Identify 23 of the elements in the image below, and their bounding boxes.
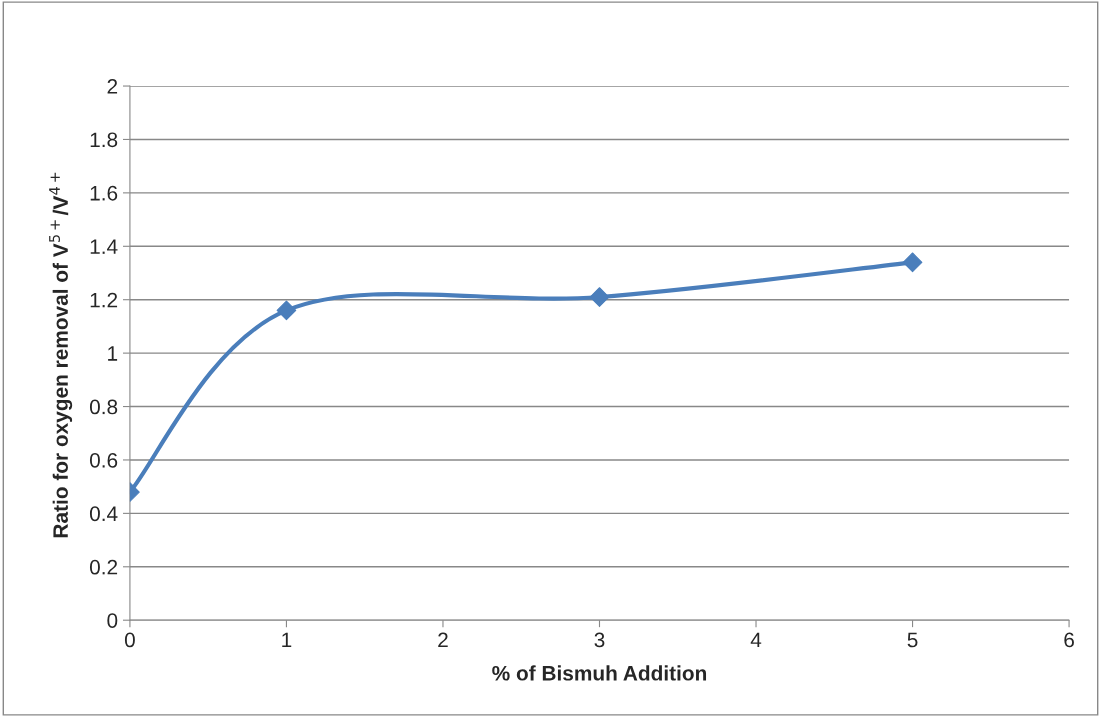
y-tick-label: 0: [107, 613, 118, 628]
x-tick-label: 3: [594, 632, 605, 648]
y-tick-label: 0.8: [89, 399, 118, 415]
y-tick-label: 1.4: [90, 239, 118, 254]
x-tick-label: 2: [438, 632, 448, 648]
y-tick-label: 0.2: [89, 559, 118, 575]
y-tick-label: 2: [107, 79, 118, 94]
x-tick-label: 4: [750, 632, 762, 648]
x-axis-title: % of Bismuh Addition: [492, 665, 707, 681]
y-axis-title: Ratio for oxygen removal of V$^{5+}$/V$^{4+}$: [49, 172, 73, 538]
x-tick-label: 0: [124, 632, 135, 648]
y-tick-label: 1.8: [90, 132, 118, 148]
point: [902, 252, 923, 273]
point: [589, 287, 610, 307]
y-tick-label: 0.6: [89, 452, 118, 468]
point: [276, 300, 297, 321]
x-tick-label: 5: [907, 632, 918, 648]
y-tick-label: 0.4: [89, 506, 118, 522]
x-tick-label: 1: [282, 632, 292, 648]
x-tick-label: 6: [1064, 632, 1074, 648]
y-tick-label: 1.2: [90, 292, 118, 308]
y-tick-label: 1: [108, 346, 118, 361]
y-tick-label: 1.6: [90, 185, 118, 201]
